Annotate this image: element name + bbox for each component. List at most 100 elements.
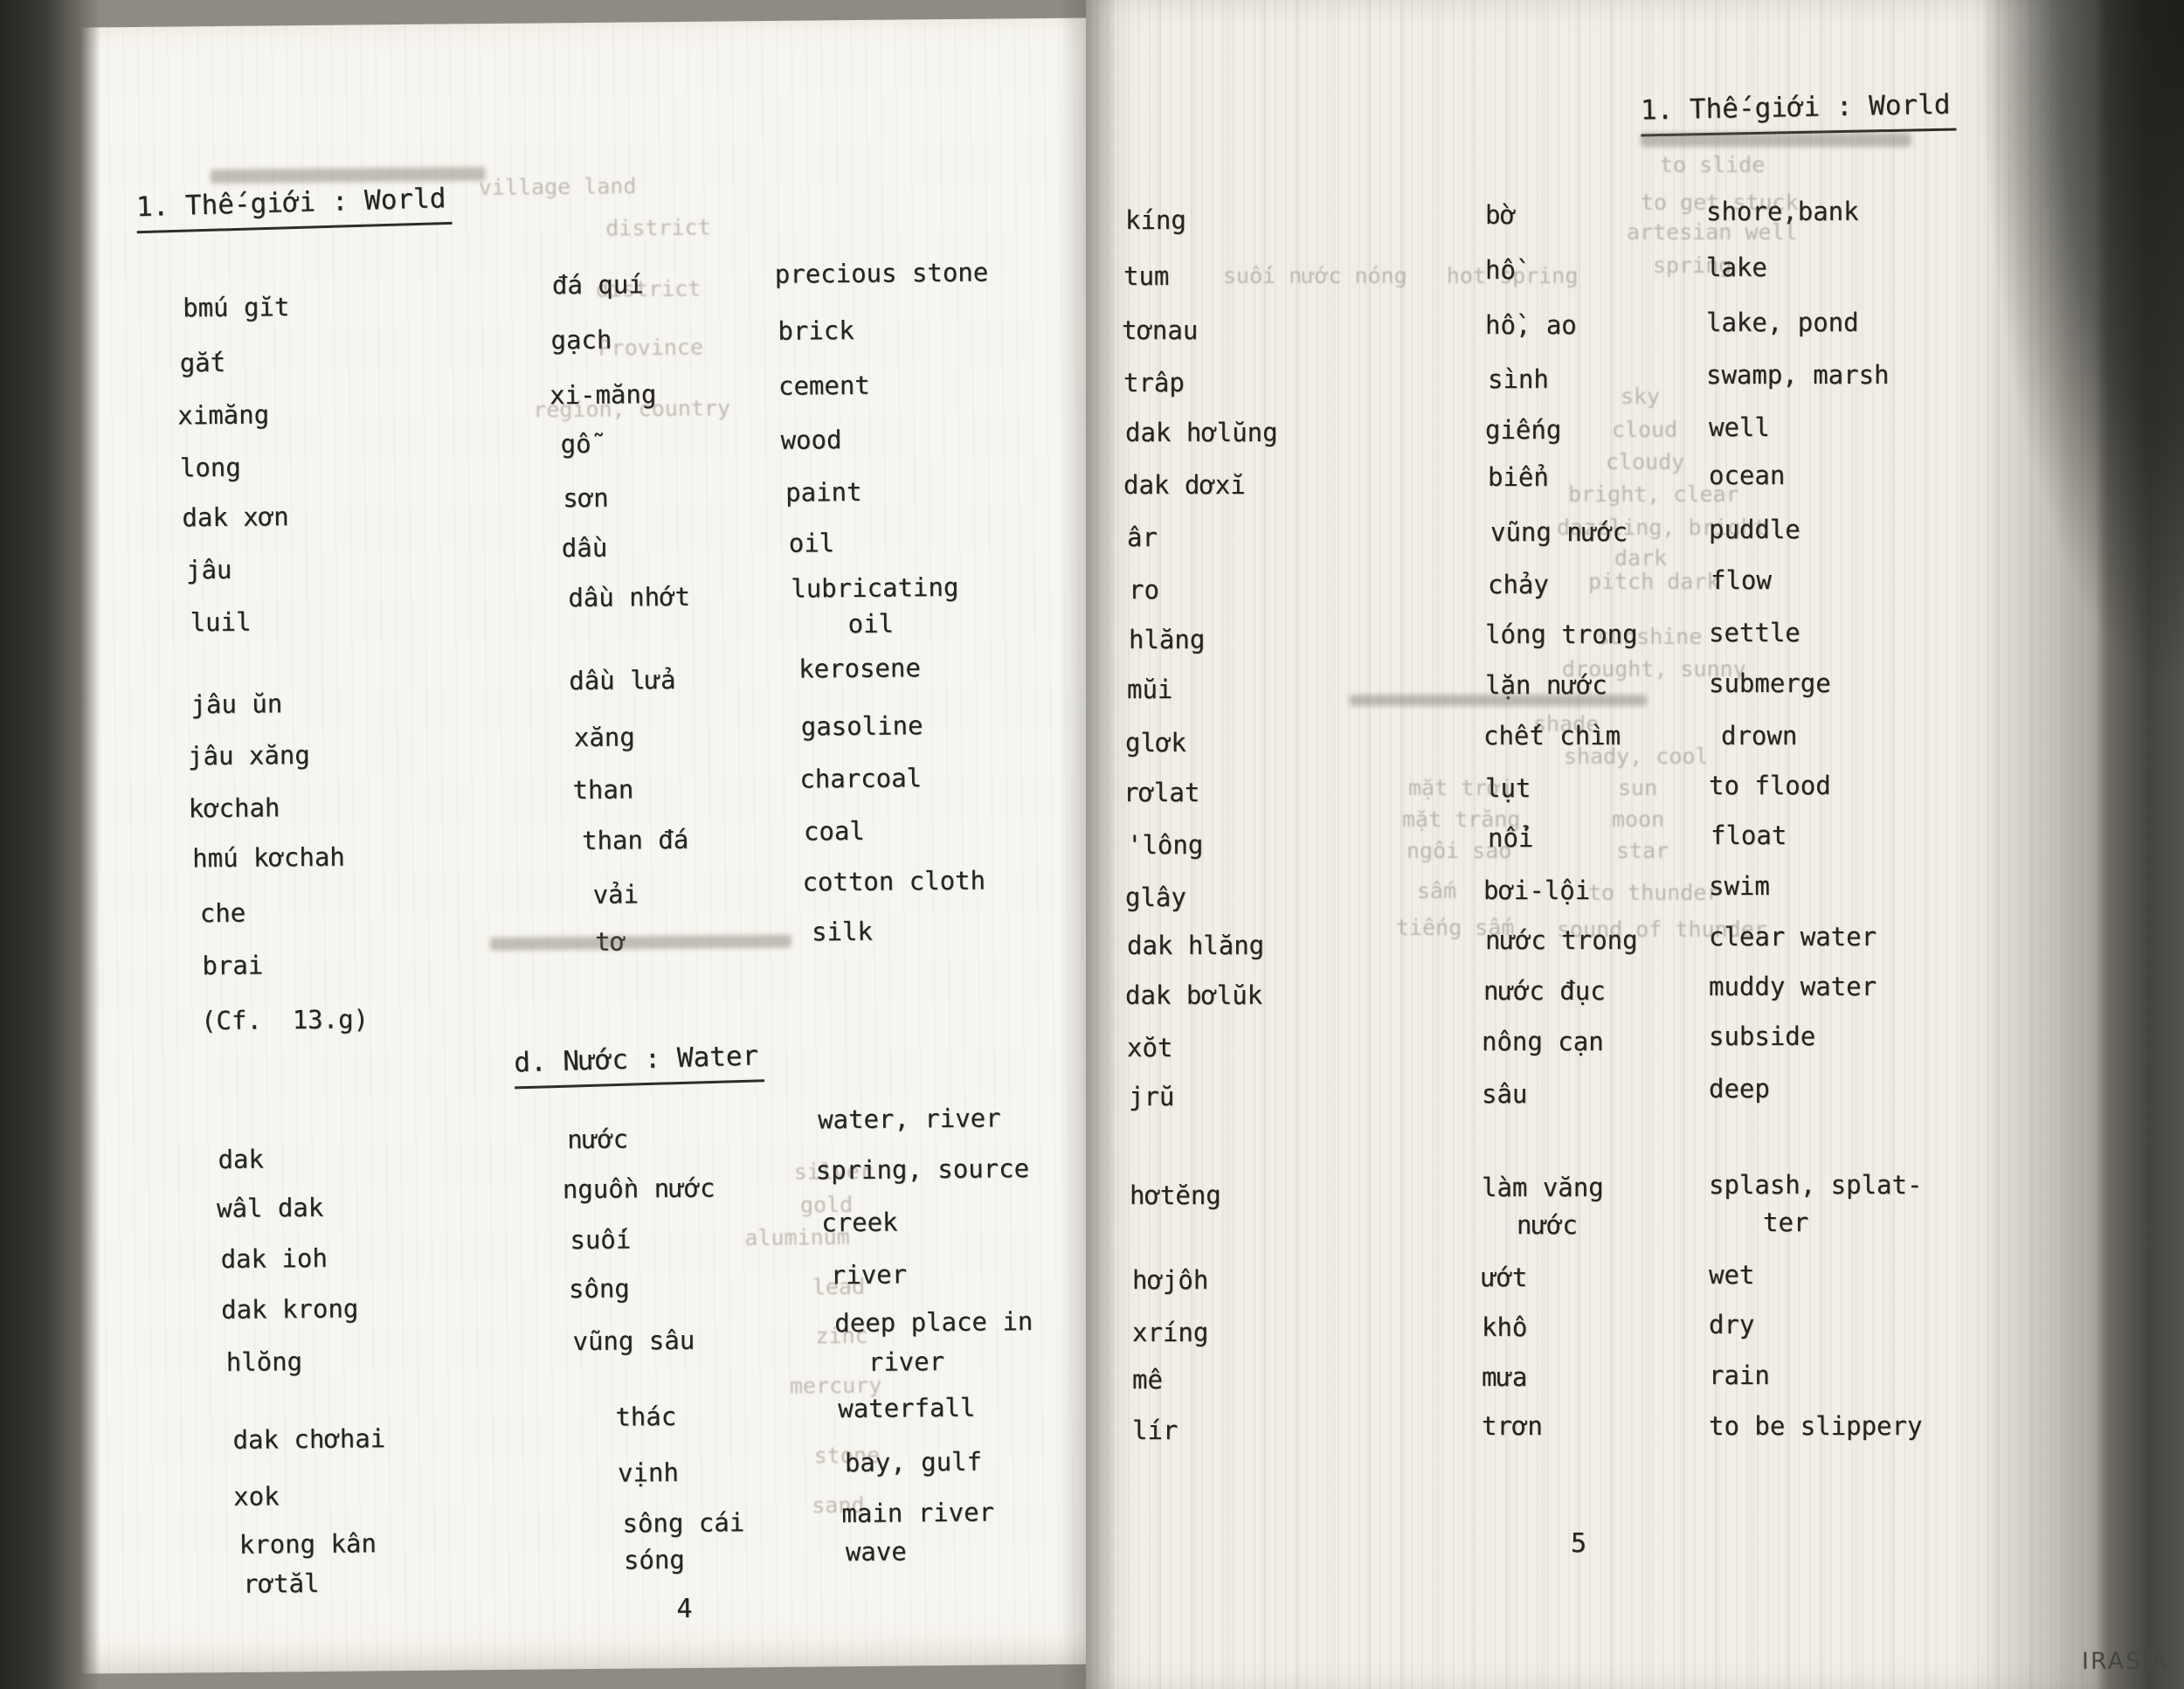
bleedthrough-smudge (1350, 695, 1647, 706)
bleedthrough-text: star (1616, 838, 1669, 863)
vocab-word: chết chìm (1483, 721, 1621, 751)
bleedthrough-text: drought, sunny (1562, 656, 1746, 682)
vocab-word: dry (1709, 1310, 1755, 1339)
bleedthrough-text: shade (1533, 711, 1600, 737)
vocab-word: vũng nước (1490, 517, 1628, 547)
vocab-word: hlăng (1129, 625, 1206, 654)
vocab-word: bơi-lội (1483, 876, 1591, 905)
bleedthrough-text: artesian well (1627, 219, 1798, 245)
vocab-word: jrŭ (1129, 1082, 1175, 1111)
vocab-word: biển (1488, 462, 1549, 492)
vocab-word: trâp (1123, 368, 1185, 398)
vocab-word: hồ, ao (1485, 310, 1577, 340)
vocab-word: flow (1711, 565, 1772, 595)
bleedthrough-text: bright, clear (1568, 481, 1739, 507)
vocab-word: rain (1709, 1360, 1770, 1390)
bleedthrough-text: cloud (1612, 417, 1678, 442)
vocab-word: tum (1123, 261, 1170, 291)
vocab-word: swim (1709, 871, 1770, 901)
bleedthrough-text: pitch dark (1588, 569, 1720, 594)
vocab-word: dak bơlŭk (1125, 980, 1263, 1010)
vocab-word: nông cạn (1482, 1027, 1604, 1056)
vocab-word: muddy water (1709, 972, 1877, 1001)
vocab-word: khô (1482, 1312, 1528, 1342)
vocab-word: xríng (1132, 1318, 1209, 1347)
vocab-word: lír (1132, 1416, 1178, 1445)
bleedthrough-text: sấm (1417, 878, 1457, 903)
bleedthrough-text: to slide (1660, 152, 1766, 177)
bleedthrough-text: moon (1612, 806, 1665, 832)
vocab-word: hơtĕng (1130, 1180, 1221, 1210)
vocab-word: trơn (1482, 1411, 1543, 1441)
vocab-word: glơk (1125, 728, 1186, 758)
vocab-word: âr (1127, 523, 1158, 552)
vocab-word: splash, splat- (1709, 1170, 1923, 1200)
vocab-word: rơlat (1123, 778, 1200, 807)
vocab-word: mŭi (1127, 675, 1173, 704)
vocab-word: lụt (1485, 773, 1531, 803)
vocab-word: hồ (1485, 255, 1516, 285)
vocab-word: shore,bank (1706, 197, 1859, 226)
vocab-word: deep (1709, 1074, 1770, 1104)
vocab-word: kíng (1125, 205, 1186, 235)
vocab-word: to flood (1709, 771, 1831, 800)
vocab-word: settle (1709, 618, 1800, 647)
page-number-right: 5 (1571, 1528, 1587, 1559)
bleedthrough-text: to get stuck (1641, 190, 1799, 215)
vocab-word: nước (1517, 1210, 1578, 1240)
vocab-word: dak hơlŭng (1125, 418, 1278, 447)
vocab-word: ocean (1709, 460, 1786, 490)
vocab-word: ter (1763, 1208, 1809, 1237)
vocab-word: mê (1132, 1365, 1163, 1395)
vocab-word: hơjôh (1132, 1265, 1209, 1295)
vocab-word: lóng trong (1485, 620, 1638, 649)
vocab-word: bờ (1485, 200, 1516, 230)
vocab-word: tơnau (1122, 315, 1199, 345)
bleedthrough-text: mặt trời (1408, 775, 1514, 800)
watermark: IRASIA (2082, 1648, 2169, 1675)
bleedthrough-text: dazzling, bright (1557, 515, 1767, 540)
vocab-word: wet (1709, 1260, 1755, 1290)
bleedthrough-text: shady, cool (1564, 744, 1709, 769)
bleedthrough-text: suối nước nóng hot spring (1223, 263, 1579, 288)
vocab-word: drown (1721, 721, 1798, 751)
bleedthrough-text: mặt trăng (1402, 806, 1521, 832)
vocab-word: clear water (1709, 922, 1877, 952)
bleedthrough-text: cloudy (1606, 449, 1685, 474)
vocab-word: nước đục (1483, 976, 1606, 1006)
vocab-word: dak dơxĭ (1123, 470, 1246, 500)
vocab-word: dak hlăng (1127, 931, 1265, 960)
vocab-word: swamp, marsh (1706, 360, 1890, 390)
vocab-word: giếng (1485, 415, 1562, 445)
bleedthrough-text: ngôi sao (1406, 838, 1512, 863)
vocab-word: glây (1125, 883, 1186, 912)
vocab-word: xŏt (1127, 1033, 1173, 1063)
vocab-word: 'lông (1127, 830, 1204, 860)
vocab-word: puddle (1709, 515, 1800, 544)
vocab-word: ro (1129, 575, 1159, 605)
bleedthrough-smudge (1641, 133, 1911, 147)
vocab-word: làm văng (1482, 1173, 1604, 1202)
vocab-word: nước trong (1485, 925, 1638, 955)
vocab-word: to be slippery (1709, 1411, 1923, 1441)
vocab-word: submerge (1709, 668, 1831, 698)
vocab-word: sình (1488, 364, 1549, 394)
bleedthrough-text: to thunder (1588, 880, 1720, 905)
heading-world-right: 1. Thế-giới : World (1641, 89, 1957, 137)
bleedthrough-text: tiếng sấm (1396, 915, 1515, 940)
vocab-word: float (1711, 820, 1787, 850)
vocab-word: mưa (1482, 1362, 1528, 1392)
bleedthrough-text: sunshine (1597, 624, 1703, 649)
bleedthrough-text: dark (1614, 545, 1668, 571)
bleedthrough-text: sky (1621, 384, 1661, 409)
vocab-word: chảy (1488, 570, 1549, 599)
vocab-word: sâu (1482, 1079, 1528, 1109)
vocab-word: lake, pond (1706, 308, 1859, 337)
vocab-word: lake (1706, 253, 1767, 282)
bleedthrough-text: sound of thunder (1557, 917, 1767, 942)
vocab-word: ướt (1482, 1263, 1528, 1292)
vocab-word: lặn nước (1485, 670, 1607, 700)
vocab-word: subside (1709, 1021, 1816, 1051)
